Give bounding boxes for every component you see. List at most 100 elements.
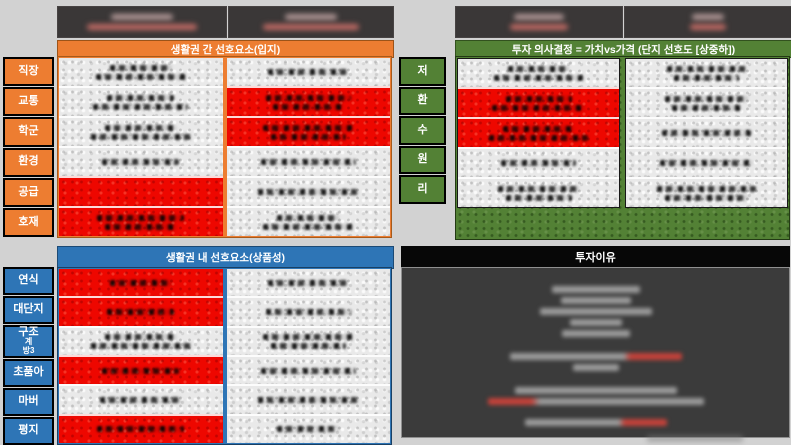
redacted-mark <box>500 160 577 166</box>
row-label: 수 <box>399 116 446 145</box>
redacted-reason-line <box>514 387 677 394</box>
matrix-row <box>626 87 787 117</box>
matrix-row <box>226 354 390 385</box>
row-label: 대단지 <box>3 295 54 324</box>
row-label: 평지 <box>3 417 54 445</box>
row-label-text: 교통 <box>18 94 39 107</box>
redacted-mark <box>99 396 182 403</box>
redacted-mark <box>265 308 351 315</box>
watermark-line <box>647 435 743 442</box>
row-label-text: 대단지 <box>13 303 44 316</box>
redacted-reason-line <box>569 319 622 326</box>
redacted-mark <box>657 185 756 192</box>
row-label: 학군 <box>3 117 54 147</box>
redacted-text-line <box>111 14 173 20</box>
product-matrix <box>57 267 392 445</box>
redacted-mark <box>263 124 354 131</box>
matrix-row <box>59 86 223 116</box>
row-label-subtext: 방3 <box>22 346 35 356</box>
matrix-row <box>59 58 223 86</box>
redacted-mark <box>260 367 356 374</box>
redacted-mark <box>263 223 354 230</box>
row-label: 초품아 <box>3 359 54 388</box>
row-label-text: 수 <box>417 123 428 136</box>
matrix-row-highlighted <box>226 86 390 116</box>
redacted-mark <box>97 214 185 221</box>
row-label-text: 공급 <box>18 185 39 198</box>
row-label: 원 <box>399 145 446 175</box>
decision-matrix <box>455 56 790 240</box>
redacted-mark <box>102 367 180 374</box>
redacted-header-bar <box>228 6 394 38</box>
row-label-text: 마버 <box>18 395 39 408</box>
redacted-mark <box>93 103 189 110</box>
redacted-mark <box>505 95 572 102</box>
matrix-column <box>59 58 223 236</box>
matrix-column <box>625 58 788 208</box>
row-label-text: 환경 <box>18 155 39 168</box>
row-label-subtext: 계 <box>24 337 33 347</box>
matrix-row <box>226 325 390 355</box>
matrix-row <box>226 176 390 206</box>
row-label-text: 구조 <box>18 325 39 338</box>
matrix-row <box>626 177 787 207</box>
redacted-mark <box>270 342 346 349</box>
redacted-header-bar <box>455 6 623 38</box>
redacted-mark <box>258 189 359 195</box>
redacted-mark <box>494 74 583 81</box>
row-label-text: 연식 <box>18 274 39 287</box>
row-label-text: 환 <box>417 94 428 107</box>
redacted-mark <box>107 308 175 315</box>
row-label: 호재 <box>3 207 54 238</box>
redacted-mark <box>674 74 739 81</box>
matrix-row <box>626 117 787 147</box>
redacted-mark <box>270 133 346 140</box>
row-label-text: 리 <box>417 182 428 195</box>
redacted-mark <box>95 73 186 80</box>
redacted-mark <box>263 333 354 340</box>
matrix-row <box>226 269 390 297</box>
matrix-row <box>458 147 619 177</box>
row-label: 리 <box>399 175 446 204</box>
matrix-column <box>457 58 620 208</box>
redacted-mark <box>277 214 340 221</box>
row-label-text: 학군 <box>18 125 39 138</box>
redacted-mark <box>90 133 191 140</box>
redacted-mark <box>667 65 746 72</box>
redacted-reason-line <box>551 286 640 293</box>
matrix-row <box>458 59 619 87</box>
redacted-mark <box>109 279 172 286</box>
row-label-text: 호재 <box>18 215 39 228</box>
redacted-mark <box>104 333 177 340</box>
matrix-row-highlighted <box>59 176 223 206</box>
matrix-row <box>458 177 619 207</box>
row-label: 저 <box>399 57 446 86</box>
matrix-column <box>59 269 223 443</box>
matrix-row <box>226 384 390 414</box>
row-label-text: 저 <box>417 64 428 77</box>
matrix-row-highlighted <box>458 117 619 147</box>
row-label: 환경 <box>3 147 54 177</box>
redacted-header-bar <box>57 6 227 38</box>
row-label-text: 직장 <box>18 64 39 77</box>
redacted-mark <box>102 159 180 165</box>
redacted-mark <box>258 396 359 403</box>
redacted-text-line <box>285 14 337 20</box>
row-label-text: 초품아 <box>13 366 44 379</box>
redacted-mark <box>90 342 191 349</box>
redacted-reason-line <box>572 364 619 371</box>
matrix-row <box>226 58 390 86</box>
redacted-mark <box>265 94 351 101</box>
row-label: 교통 <box>3 87 54 117</box>
matrix-row <box>59 325 223 355</box>
redacted-mark <box>104 223 177 230</box>
redacted-text-line <box>692 14 724 20</box>
redacted-mark <box>664 95 749 102</box>
row-label: 직장 <box>3 57 54 87</box>
redacted-text-line <box>690 24 726 30</box>
row-label: 환 <box>399 86 446 116</box>
redacted-mark <box>489 134 588 141</box>
redacted-text-line <box>87 24 197 30</box>
matrix-row <box>59 384 223 414</box>
